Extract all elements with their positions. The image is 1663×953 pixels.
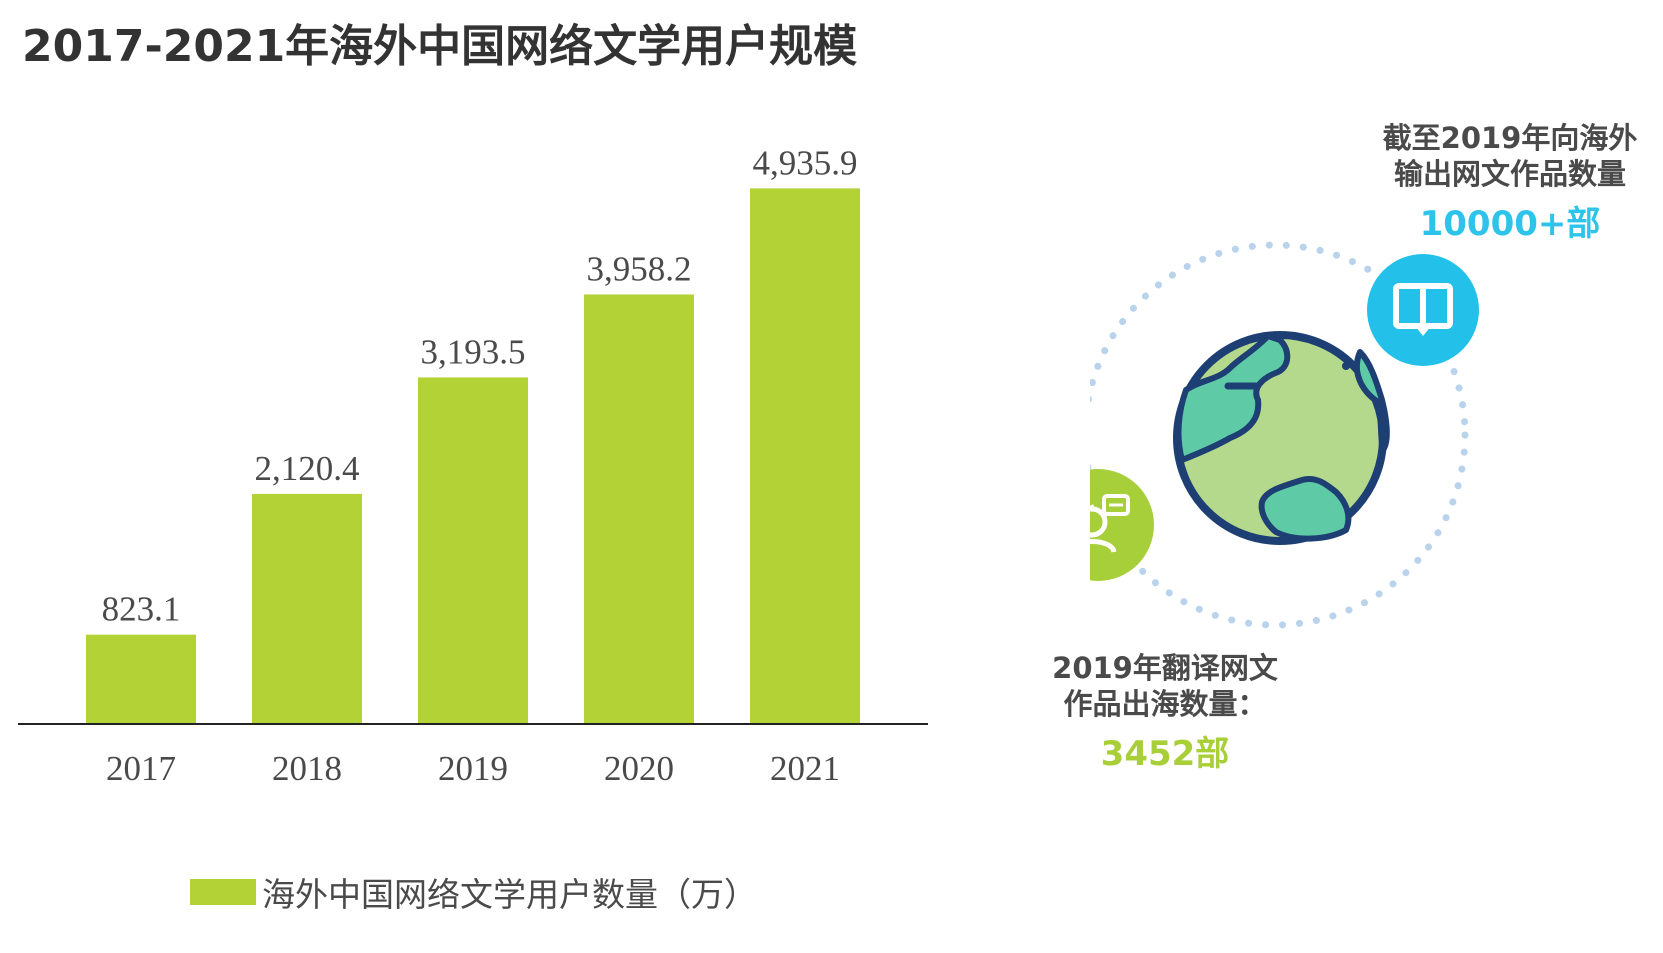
legend-swatch <box>190 879 256 905</box>
legend: 海外中国网络文学用户数量（万） <box>190 868 757 916</box>
globe-illustration <box>1090 241 1479 629</box>
export-stat: 截至2019年向海外 输出网文作品数量 10000+部 <box>1370 120 1650 245</box>
x-tick-label-2019: 2019 <box>438 749 508 788</box>
value-label-2021: 4,935.9 <box>753 143 858 182</box>
x-tick-label-2018: 2018 <box>272 749 342 788</box>
value-label-2019: 3,193.5 <box>421 332 526 371</box>
page-title: 2017-2021年海外中国网络文学用户规模 <box>22 21 858 72</box>
export-stat-value: 10000+部 <box>1419 204 1601 244</box>
bar-2019 <box>418 377 528 724</box>
legend-label: 海外中国网络文学用户数量（万） <box>262 875 757 914</box>
x-tick-label-2021: 2021 <box>770 749 840 788</box>
x-tick-label-2017: 2017 <box>106 749 176 788</box>
translated-stat-value: 3452部 <box>1100 734 1230 774</box>
export-stat-label-1: 截至2019年向海外 <box>1382 121 1638 155</box>
bar-2017 <box>86 634 196 724</box>
translated-stat-label-1: 2019年翻译网文 <box>1052 651 1278 685</box>
export-stat-label-2: 输出网文作品数量 <box>1393 157 1626 191</box>
bar-2021 <box>750 188 860 724</box>
value-label-2017: 823.1 <box>102 590 181 629</box>
translated-stat: 2019年翻译网文 作品出海数量： 3452部 <box>1040 650 1290 775</box>
book-icon <box>1367 254 1479 366</box>
bar-chart: 823.1 2017 2,120.4 2018 3,193.5 2019 3,958.2 20… <box>18 143 928 788</box>
bar-2018 <box>252 493 362 724</box>
translated-stat-label-2: 作品出海数量： <box>1063 687 1267 721</box>
translator-icon <box>1090 469 1154 581</box>
x-tick-label-2020: 2020 <box>604 749 674 788</box>
value-label-2018: 2,120.4 <box>255 449 360 488</box>
orbit-ring <box>1090 241 1469 629</box>
globe-icon <box>1173 331 1390 545</box>
bar-2020 <box>584 294 694 724</box>
value-label-2020: 3,958.2 <box>587 249 692 288</box>
